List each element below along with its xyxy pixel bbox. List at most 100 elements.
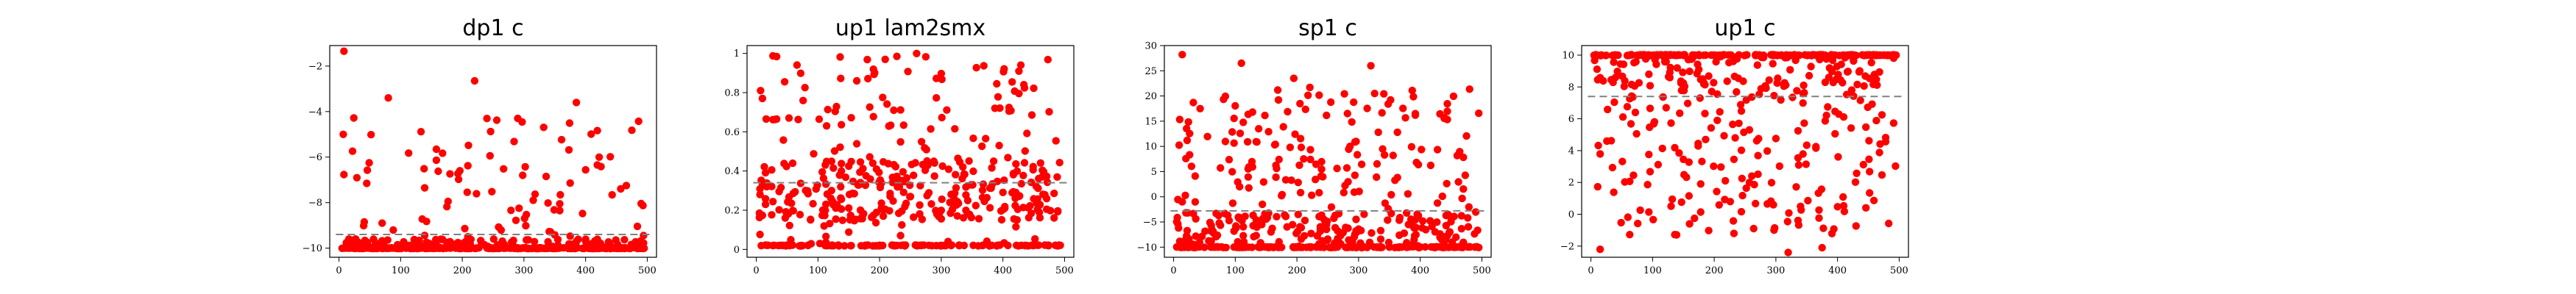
scatter-point (1865, 155, 1873, 163)
scatter-point (768, 166, 776, 174)
scatter-point (788, 199, 796, 207)
scatter-point (917, 137, 926, 146)
scatter-point (1196, 104, 1204, 112)
x-tick-label: 500 (638, 265, 657, 276)
scatter-point (958, 174, 966, 183)
scatter-point (933, 210, 941, 218)
scatter-point (1677, 78, 1685, 87)
scatter-point (445, 244, 453, 252)
scatter-point (1418, 217, 1427, 225)
scatter-point (1765, 76, 1773, 85)
scatter-point (756, 190, 764, 198)
scatter-point (1726, 198, 1735, 206)
scatter-point (1228, 168, 1236, 176)
scatter-point (622, 182, 631, 190)
scatter-point (838, 121, 846, 129)
scatter-point (640, 232, 648, 240)
scatter-point (456, 167, 464, 175)
scatter-point (1045, 107, 1053, 116)
x-tick-label: 400 (1411, 265, 1429, 276)
scatter-point (1408, 86, 1417, 95)
scatter-point (1833, 203, 1841, 211)
scatter-point (996, 104, 1004, 112)
scatter-point (1667, 119, 1675, 127)
chart-title: sp1 c (1298, 15, 1357, 41)
scatter-point (899, 188, 908, 196)
scatter-point (1788, 93, 1797, 101)
scatter-point (899, 121, 908, 129)
scatter-point (1284, 107, 1292, 116)
scatter-point (1431, 228, 1440, 236)
y-tick-label: 15 (1144, 116, 1157, 127)
scatter-point (896, 106, 905, 114)
y-tick-label: 10 (1144, 142, 1157, 153)
scatter-point (418, 215, 426, 223)
scatter-point (1239, 232, 1248, 240)
scatter-point (1013, 216, 1022, 224)
scatter-point (1376, 226, 1385, 234)
scatter-point (1609, 78, 1617, 87)
scatter-point (1618, 113, 1627, 121)
x-tick-label: 200 (1705, 265, 1724, 276)
scatter-point (1248, 108, 1257, 116)
y-tick-label: 10 (1562, 50, 1574, 61)
scatter-point (498, 237, 506, 245)
scatter-point (467, 244, 475, 252)
y-tick-label: 6 (1568, 114, 1574, 125)
scatter-point (1352, 226, 1360, 235)
scatter-point (565, 244, 573, 253)
scatter-point (1646, 168, 1655, 176)
scatter-point (822, 180, 830, 188)
scatter-point (938, 195, 946, 204)
scatter-point (1360, 243, 1368, 251)
scatter-point (1645, 151, 1653, 159)
scatter-point (868, 213, 876, 221)
scatter-point (1340, 188, 1348, 197)
scatter-point (1433, 218, 1441, 226)
scatter-point (775, 187, 783, 196)
y-tick-label: −4 (308, 107, 322, 118)
scatter-point (799, 96, 807, 104)
scatter-point (988, 164, 996, 172)
scatter-point (1856, 96, 1864, 104)
scatter-point (483, 115, 491, 123)
scatter-point (1658, 144, 1666, 153)
scatter-point (773, 52, 781, 61)
scatter-point (1249, 211, 1257, 220)
scatter-point (1465, 85, 1473, 93)
scatter-point (1645, 208, 1653, 216)
scatter-point (1029, 162, 1037, 171)
scatter-point (864, 74, 872, 83)
scatter-point (1815, 214, 1823, 222)
scatter-point (1839, 201, 1848, 210)
scatter-point (1012, 159, 1020, 168)
scatter-point (1814, 189, 1822, 197)
scatter-point (895, 182, 904, 191)
scatter-point (838, 216, 847, 224)
scatter-point (1652, 60, 1660, 68)
x-tick-label: 300 (514, 265, 533, 276)
scatter-point (556, 207, 564, 215)
scatter-point (1296, 99, 1304, 108)
scatter-point (943, 106, 951, 114)
scatter-point (1735, 119, 1743, 127)
scatter-point (1833, 62, 1841, 71)
scatter-point (350, 114, 358, 122)
scatter-point (1023, 129, 1031, 137)
scatter-point (510, 137, 518, 146)
scatter-point (1012, 223, 1020, 231)
scatter-point (1860, 82, 1868, 90)
scatter-point (988, 180, 997, 188)
scatter-point (829, 164, 838, 172)
x-tick-label: 100 (809, 265, 827, 276)
scatter-point (896, 137, 905, 146)
scatter-point (1772, 135, 1780, 143)
scatter-point (420, 184, 429, 192)
scatter-point (780, 159, 788, 168)
y-tick-label: −8 (308, 198, 322, 209)
scatter-point (1675, 149, 1683, 157)
scatter-point (1634, 51, 1643, 60)
scatter-point (852, 140, 861, 148)
scatter-point (1654, 160, 1663, 169)
